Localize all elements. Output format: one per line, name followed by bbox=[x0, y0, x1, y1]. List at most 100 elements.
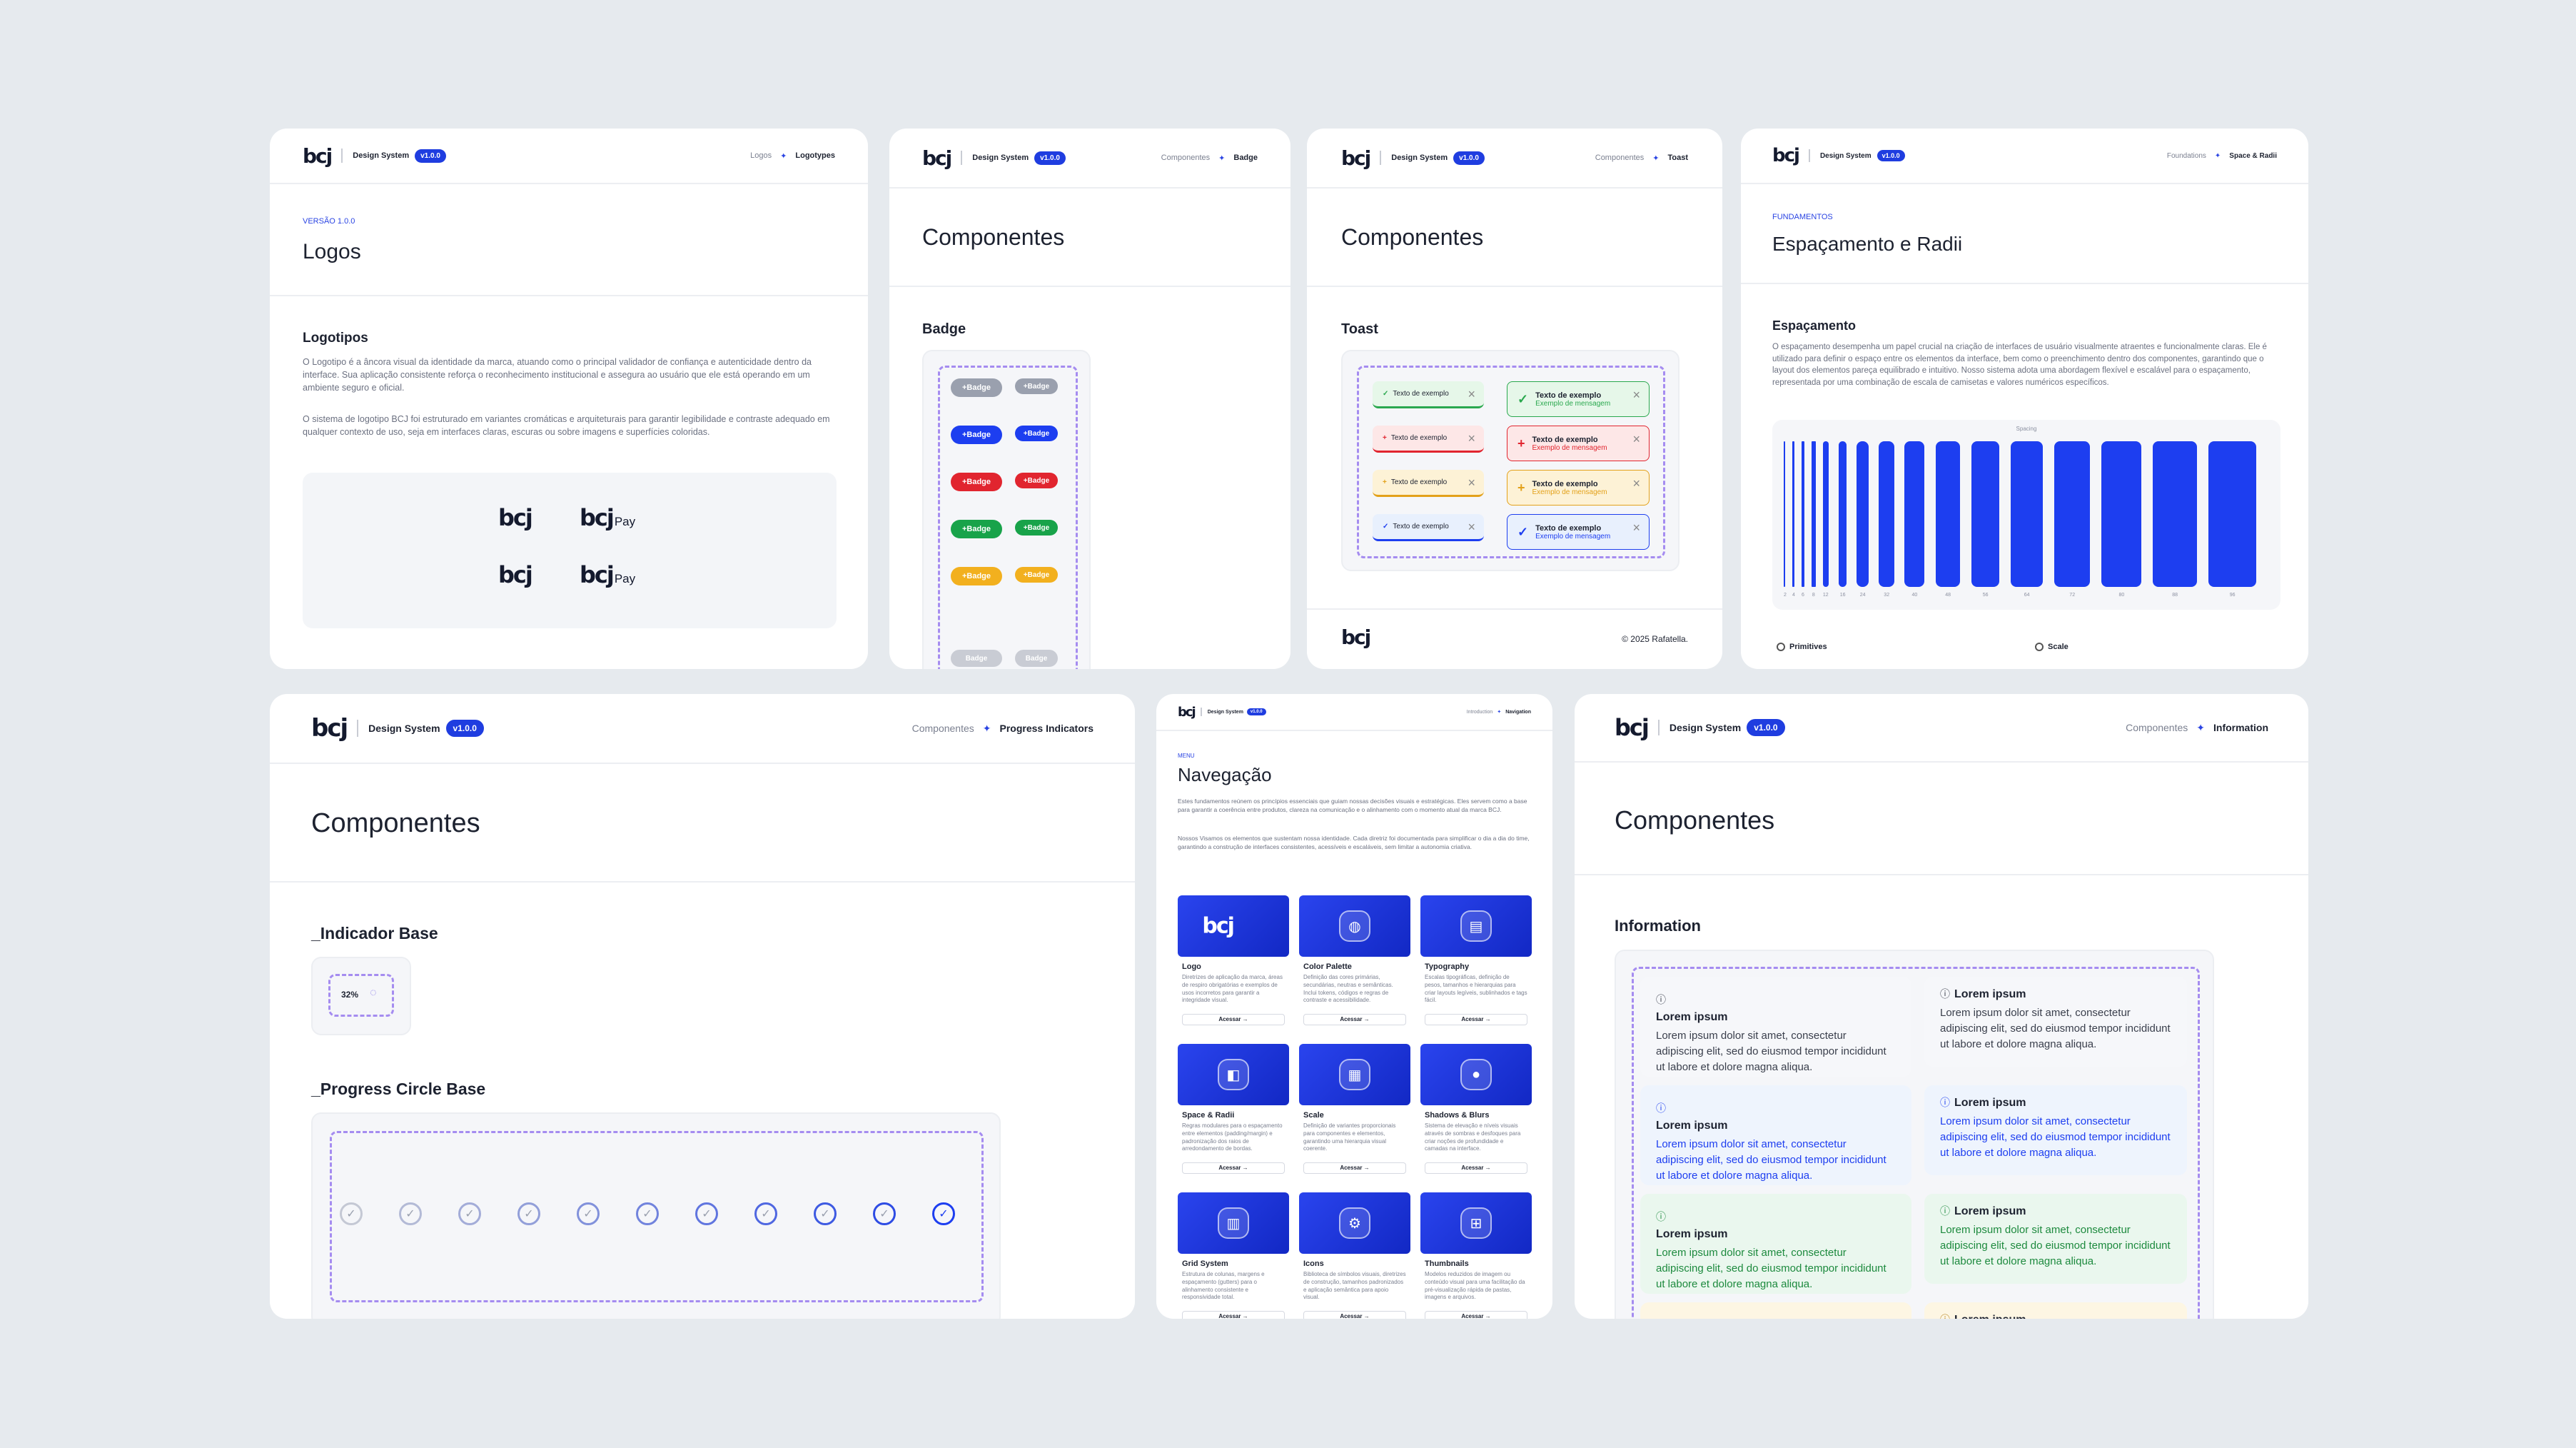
access-button[interactable]: Acessar → bbox=[1182, 1311, 1285, 1319]
chart-label: Spacing bbox=[2016, 426, 2037, 432]
progress-circle-8: ✓ bbox=[754, 1202, 777, 1225]
info-icon: ⓘ bbox=[1656, 1211, 1666, 1222]
info-icon: ⓘ bbox=[1940, 1097, 1950, 1108]
close-icon[interactable]: × bbox=[1468, 431, 1475, 446]
info-item-2-left: ⓘ Lorem ipsum Lorem ipsum dolor sit amet, … bbox=[1640, 1085, 1911, 1185]
nav-tile-shadows-blurs[interactable]: ● bbox=[1420, 1044, 1532, 1105]
version-badge: v1.0.0 bbox=[1747, 719, 1785, 736]
bcj-logo[interactable]: bcj bbox=[1178, 704, 1196, 720]
nav-tile-thumbnails[interactable]: ⊞ bbox=[1420, 1192, 1532, 1254]
close-icon[interactable]: × bbox=[1468, 520, 1475, 534]
bcj-logo[interactable]: bcj bbox=[311, 714, 348, 743]
toast-detailed-2: + Texto de exemplo Exemplo de mensagem × bbox=[1507, 426, 1650, 461]
access-button[interactable]: Acessar → bbox=[1303, 1014, 1406, 1025]
toast-card: bcj Design System v1.0.0 Componentes ✦ T… bbox=[1307, 129, 1722, 669]
info-icon: ⓘ bbox=[1940, 988, 1950, 1000]
progress-circle-1: ✓ bbox=[340, 1202, 363, 1225]
check-icon: ✓ bbox=[405, 1208, 415, 1220]
close-icon[interactable]: × bbox=[1632, 432, 1640, 446]
nav-tile-space-radii[interactable]: ◧ bbox=[1178, 1044, 1289, 1105]
check-icon: ✓ bbox=[702, 1208, 712, 1220]
bcj-logo[interactable]: bcj bbox=[303, 144, 333, 168]
bcj-logo[interactable]: bcj bbox=[1615, 714, 1650, 741]
access-button[interactable]: Acessar → bbox=[1303, 1311, 1406, 1319]
breadcrumb-parent[interactable]: Componentes bbox=[1595, 154, 1645, 162]
nav-tile-description: Diretrizes de aplicação da marca, áreas … bbox=[1182, 974, 1283, 1004]
toast-detailed-1: ✓ Texto de exemplo Exemplo de mensagem × bbox=[1507, 381, 1650, 417]
nav-tile-scale[interactable]: ▦ bbox=[1299, 1044, 1410, 1105]
section-progress-circle: _Progress Circle Base bbox=[311, 1080, 486, 1098]
close-icon[interactable]: × bbox=[1632, 521, 1640, 535]
toast-icon: + bbox=[1383, 434, 1387, 442]
breadcrumb-parent[interactable]: Logos bbox=[750, 151, 772, 160]
close-icon[interactable]: × bbox=[1632, 388, 1640, 402]
progress-circle-5: ✓ bbox=[577, 1202, 600, 1225]
bcj-logo[interactable]: bcj bbox=[1772, 145, 1800, 166]
toast-icon: + bbox=[1383, 478, 1387, 486]
spacing-tick-80: 80 bbox=[2118, 593, 2125, 598]
breadcrumb: Componentes ✦ Toast bbox=[1595, 154, 1688, 163]
section-indicator-base: _Indicador Base bbox=[311, 924, 438, 942]
progress-circle-panel: ✓ ✓ ✓ ✓ ✓ ✓ ✓ ✓ ✓ ✓ ✓ bbox=[311, 1112, 1001, 1319]
access-button[interactable]: Acessar → bbox=[1425, 1311, 1527, 1319]
nav-tile-typography[interactable]: ▤ bbox=[1420, 895, 1532, 957]
spacing-bar-24 bbox=[1857, 441, 1869, 587]
check-icon: ✓ bbox=[465, 1208, 475, 1220]
breadcrumb-parent[interactable]: Componentes bbox=[911, 723, 974, 734]
section-title: Logotipos bbox=[303, 331, 368, 346]
close-icon[interactable]: × bbox=[1632, 476, 1640, 491]
section-title: Information bbox=[1615, 917, 1701, 935]
access-button[interactable]: Acessar → bbox=[1425, 1162, 1527, 1174]
tile-icon: ● bbox=[1460, 1059, 1492, 1090]
legend-primitives[interactable]: Primitives bbox=[1777, 643, 1827, 651]
footer-logo: bcj bbox=[1341, 625, 1371, 649]
bcj-logo[interactable]: bcj bbox=[1341, 146, 1371, 170]
check-icon: ✓ bbox=[939, 1208, 949, 1220]
close-icon[interactable]: × bbox=[1468, 476, 1475, 490]
breadcrumb-parent[interactable]: Foundations bbox=[2166, 151, 2206, 160]
spacing-tick-56: 56 bbox=[1982, 593, 1989, 598]
spacing-tick-16: 16 bbox=[1839, 593, 1846, 598]
nav-tile-logo[interactable]: bcj bbox=[1178, 895, 1289, 957]
toast-icon: ✓ bbox=[1383, 390, 1389, 398]
logo-mark: bcj bbox=[498, 504, 533, 531]
info-icon: ⓘ bbox=[1656, 994, 1666, 1005]
version-eyebrow: VERSÃO 1.0.0 bbox=[303, 217, 355, 226]
breadcrumb-parent[interactable]: Introduction bbox=[1466, 709, 1493, 715]
close-icon[interactable]: × bbox=[1468, 387, 1475, 401]
indicator-value: 32% bbox=[341, 990, 359, 1000]
badge-4-small: + Badge bbox=[1015, 520, 1058, 536]
breadcrumb: Foundations ✦ Space & Radii bbox=[2167, 152, 2277, 160]
nav-tile-name: Scale bbox=[1303, 1111, 1324, 1120]
section-title: Toast bbox=[1341, 321, 1378, 337]
breadcrumb-parent[interactable]: Componentes bbox=[2126, 722, 2188, 733]
nav-tile-description: Definição de variantes proporcionais par… bbox=[1303, 1122, 1396, 1152]
spacing-bar-56 bbox=[1971, 441, 2000, 587]
bcj-logo[interactable]: bcj bbox=[922, 146, 952, 170]
spacing-bar-32 bbox=[1879, 441, 1895, 587]
design-system-label: Design System bbox=[1669, 722, 1742, 733]
toast-icon: ✓ bbox=[1517, 524, 1529, 539]
access-button[interactable]: Acessar → bbox=[1303, 1162, 1406, 1174]
access-button[interactable]: Acessar → bbox=[1182, 1014, 1285, 1025]
spacing-bar-48 bbox=[1936, 441, 1960, 587]
spacing-bar-6 bbox=[1801, 441, 1804, 587]
nav-tile-grid-system[interactable]: ▥ bbox=[1178, 1192, 1289, 1254]
breadcrumb-parent[interactable]: Componentes bbox=[1161, 154, 1211, 162]
spacing-bar-40 bbox=[1904, 441, 1925, 587]
breadcrumb-current: Toast bbox=[1667, 154, 1688, 162]
card-header: bcj Design System v1.0.0 Foundations ✦ S… bbox=[1741, 129, 2308, 184]
space-card: bcj Design System v1.0.0 Foundations ✦ S… bbox=[1741, 129, 2308, 669]
access-button[interactable]: Acessar → bbox=[1182, 1162, 1285, 1174]
nav-tile-color-palette[interactable]: ◍ bbox=[1299, 895, 1410, 957]
legend-scale[interactable]: Scale bbox=[2035, 643, 2069, 651]
badge-cut-0: Badge bbox=[951, 650, 1002, 667]
access-button[interactable]: Acessar → bbox=[1425, 1014, 1527, 1025]
page-title: Espaçamento e Radii bbox=[1772, 233, 1963, 255]
spacing-bar-2 bbox=[1784, 441, 1785, 587]
nav-tile-icons[interactable]: ⚙ bbox=[1299, 1192, 1410, 1254]
sparkle-icon: ✦ bbox=[1218, 154, 1226, 163]
page-title: Componentes bbox=[1341, 224, 1484, 250]
spinner-icon: ◌ bbox=[370, 987, 377, 999]
spacing-tick-32: 32 bbox=[1884, 593, 1890, 598]
